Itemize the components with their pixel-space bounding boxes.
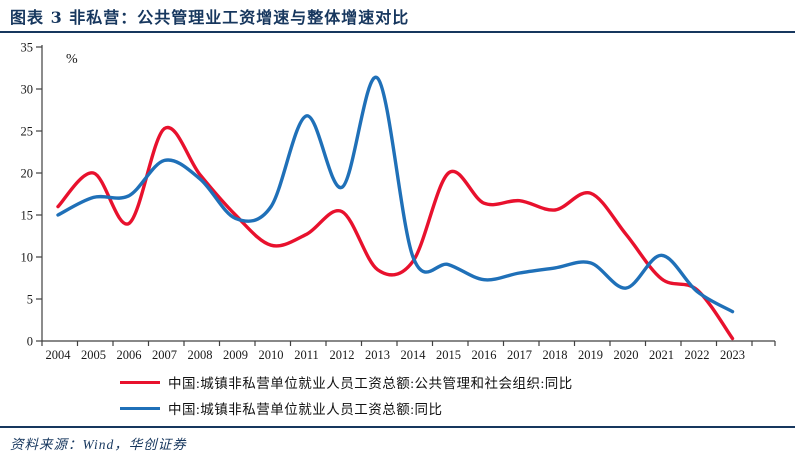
footer-divider	[0, 426, 795, 428]
axes	[41, 45, 775, 342]
x-tick-label: 2011	[294, 348, 319, 362]
source-note: 资料来源：Wind，华创证券	[10, 437, 187, 452]
series-line-public-admin	[56, 125, 735, 341]
x-tick-label: 2017	[507, 348, 532, 362]
x-tick-label: 2008	[188, 348, 213, 362]
x-tick-label: 2021	[649, 348, 674, 362]
y-tick-label: 0	[27, 335, 33, 349]
y-tick-label: 30	[21, 83, 34, 97]
x-tick-label: 2015	[436, 348, 461, 362]
x-tick-label: 2010	[259, 348, 284, 362]
x-tick-label: 2009	[223, 348, 248, 362]
legend-line-sample-red	[120, 380, 160, 384]
legend-line-sample-blue	[120, 406, 160, 410]
x-tick-label: 2020	[614, 348, 639, 362]
legend-label-total: 中国:城镇非私营单位就业人员工资总额:同比	[168, 402, 443, 417]
x-axis-ticks: 2004 2005 2006 2007 2008 2009 2010 2011 2012 2013…	[41, 341, 776, 362]
y-tick-label: 10	[21, 251, 34, 265]
x-tick-label: 2012	[330, 348, 355, 362]
legend: 中国:城镇非私营单位就业人员工资总额:公共管理和社会组织:同比 中国:城镇非私营…	[120, 369, 795, 421]
y-tick-label: 5	[27, 293, 33, 307]
title-divider	[0, 31, 795, 33]
y-axis-ticks: 0 5 10 15 20 25 30 35	[21, 41, 42, 349]
y-tick-label: 15	[21, 209, 34, 223]
y-tick-label: 20	[21, 167, 34, 181]
legend-label-public-admin: 中国:城镇非私营单位就业人员工资总额:公共管理和社会组织:同比	[168, 376, 573, 391]
x-tick-label: 2019	[578, 348, 603, 362]
x-tick-label: 2014	[401, 348, 427, 362]
x-tick-label: 2006	[117, 348, 142, 362]
legend-item-total: 中国:城镇非私营单位就业人员工资总额:同比	[120, 395, 795, 421]
y-unit-label: %	[66, 52, 78, 67]
x-tick-label: 2018	[543, 348, 568, 362]
x-tick-label: 2023	[720, 348, 745, 362]
x-tick-label: 2016	[472, 348, 497, 362]
x-tick-label: 2007	[152, 348, 177, 362]
x-tick-label: 2022	[685, 348, 710, 362]
x-tick-label: 2013	[365, 348, 390, 362]
legend-item-public-admin: 中国:城镇非私营单位就业人员工资总额:公共管理和社会组织:同比	[120, 369, 795, 395]
y-tick-label: 35	[21, 41, 34, 55]
x-tick-label: 2004	[46, 348, 72, 362]
series-line-total	[56, 75, 735, 314]
y-tick-label: 25	[21, 125, 34, 139]
figure-title: 图表 3 非私营：公共管理业工资增速与整体增速对比	[10, 8, 410, 27]
x-tick-label: 2005	[81, 348, 106, 362]
